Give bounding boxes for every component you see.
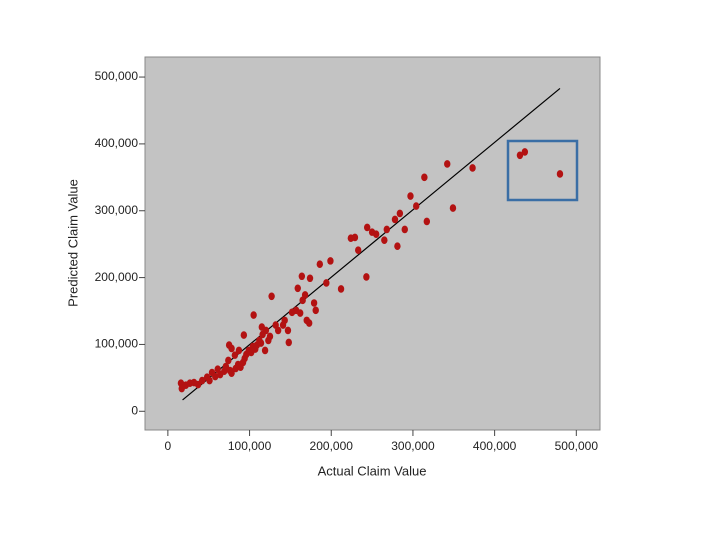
point xyxy=(261,346,269,355)
point xyxy=(228,369,235,377)
point xyxy=(556,170,564,178)
point xyxy=(266,332,274,341)
point xyxy=(285,338,292,347)
point xyxy=(469,164,476,172)
x-tick-label: 500,000 xyxy=(555,439,599,453)
point xyxy=(372,230,380,238)
y-tick-label: 300,000 xyxy=(95,203,139,217)
point xyxy=(516,151,524,160)
point xyxy=(274,326,282,335)
x-tick-label: 0 xyxy=(165,439,172,453)
point xyxy=(297,309,304,317)
point xyxy=(231,351,239,359)
highlight-box xyxy=(506,139,579,202)
point xyxy=(413,202,420,210)
point xyxy=(363,273,370,281)
point xyxy=(281,316,288,325)
point xyxy=(235,346,243,355)
point xyxy=(396,209,404,218)
y-axis-label: Predicted Claim Value xyxy=(65,179,80,307)
point xyxy=(294,284,301,293)
point xyxy=(301,291,309,299)
marks xyxy=(177,87,564,401)
point xyxy=(225,341,233,349)
x-tick-label: 300,000 xyxy=(391,439,435,453)
y-tick-label: 400,000 xyxy=(95,136,139,150)
x-tick-label: 100,000 xyxy=(228,439,272,453)
y-tick-label: 0 xyxy=(131,403,138,417)
point xyxy=(327,257,334,265)
y-tick-label: 200,000 xyxy=(95,270,139,284)
point xyxy=(407,192,414,200)
point xyxy=(250,311,257,319)
point xyxy=(258,323,266,331)
point xyxy=(449,204,457,212)
fit-line xyxy=(182,87,561,401)
point xyxy=(268,292,275,301)
point xyxy=(401,225,408,234)
point xyxy=(337,285,345,293)
point xyxy=(355,246,362,254)
point xyxy=(391,215,399,224)
x-tick-label: 400,000 xyxy=(473,439,517,453)
point xyxy=(305,319,313,327)
point xyxy=(383,225,390,234)
point xyxy=(312,306,319,315)
point xyxy=(351,233,359,242)
point xyxy=(363,223,371,232)
point xyxy=(423,217,431,226)
point xyxy=(394,242,401,250)
point xyxy=(316,260,324,269)
point xyxy=(310,299,318,307)
y-tick-label: 500,000 xyxy=(95,69,139,83)
point xyxy=(444,160,451,168)
point xyxy=(198,376,206,385)
point xyxy=(381,236,388,244)
point xyxy=(225,356,232,365)
y-tick-label: 100,000 xyxy=(95,337,139,351)
point xyxy=(257,339,265,347)
x-axis-label: Actual Claim Value xyxy=(318,463,427,478)
point xyxy=(298,272,306,281)
point xyxy=(421,173,428,182)
point xyxy=(521,148,529,156)
x-tick-label: 200,000 xyxy=(310,439,354,453)
point xyxy=(323,279,330,287)
point xyxy=(306,274,314,283)
point xyxy=(240,331,248,339)
point xyxy=(284,326,292,335)
point xyxy=(212,372,219,381)
point xyxy=(206,376,213,385)
